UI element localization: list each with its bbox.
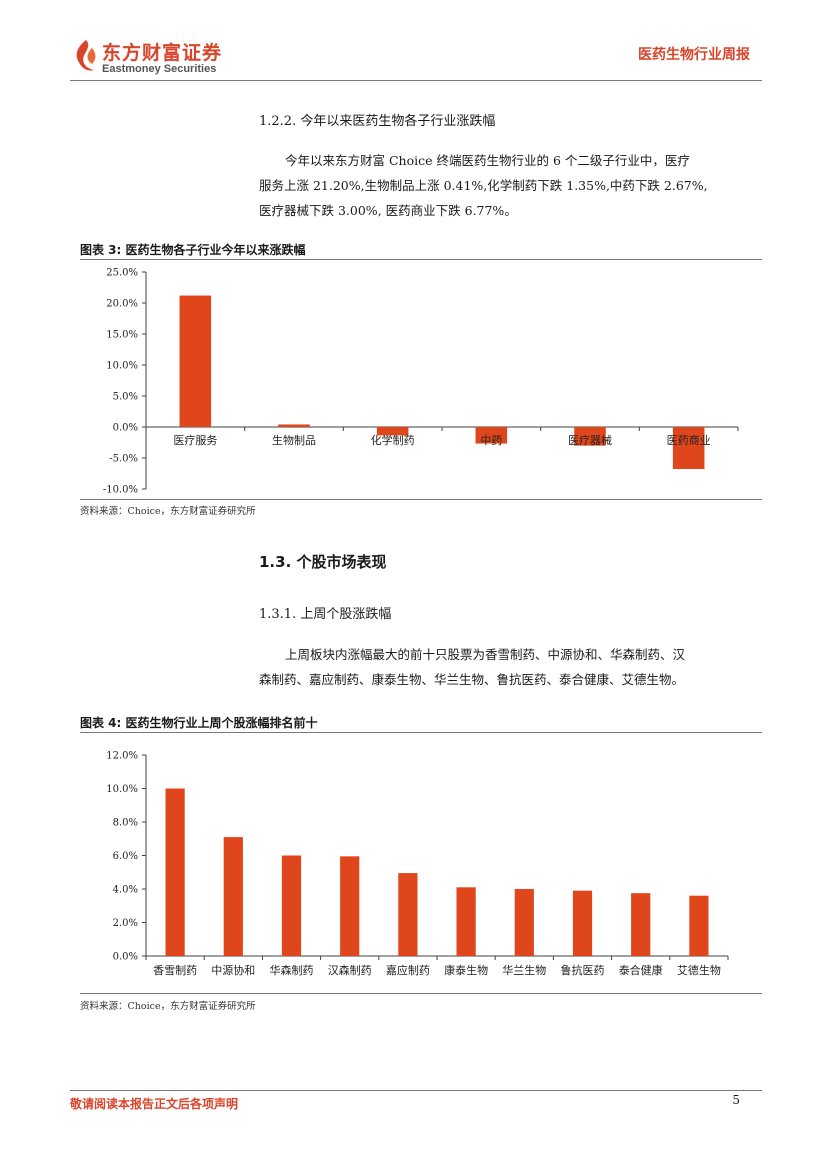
bar xyxy=(340,856,360,956)
x-category-label: 汉森制药 xyxy=(328,963,372,977)
y-tick-label: -10.0% xyxy=(103,485,138,496)
y-tick-label: 6.0% xyxy=(113,851,138,862)
bar xyxy=(475,427,508,444)
report-type-label: 医药生物行业周报 xyxy=(638,47,750,63)
bar xyxy=(514,889,534,956)
x-category-label: 嘉应制药 xyxy=(386,963,430,977)
figure-4-source: 资料来源：Choice，东方财富证券研究所 xyxy=(80,1001,256,1012)
bar xyxy=(179,295,212,427)
y-tick-label: 0.0% xyxy=(113,423,138,434)
section-1-2-2-heading: 1.2.2. 今年以来医药生物各子行业涨跌幅 xyxy=(259,114,496,129)
bar xyxy=(572,890,593,956)
y-tick-label: 25.0% xyxy=(106,268,138,279)
y-tick-label: 10.0% xyxy=(106,361,138,372)
logo-flame-icon xyxy=(76,40,96,71)
figure-3-bottom-rule xyxy=(80,499,762,500)
x-category-label: 中药 xyxy=(480,434,502,447)
figure-3-source: 资料来源：Choice，东方财富证券研究所 xyxy=(80,506,256,517)
bar xyxy=(281,855,302,956)
header-rule xyxy=(70,80,762,81)
paragraph-line: 服务上涨 21.20%,生物制品上涨 0.41%,化学制药下跌 1.35%,中药… xyxy=(259,178,708,193)
y-tick-label: 8.0% xyxy=(113,818,138,829)
paragraph-line: 上周板块内涨幅最大的前十只股票为香雪制药、中源协和、华森制药、汉 xyxy=(285,647,686,662)
x-category-label: 艾德生物 xyxy=(677,963,721,977)
paragraph-line: 今年以来东方财富 Choice 终端医药生物行业的 6 个二级子行业中，医疗 xyxy=(285,153,690,168)
footer-rule xyxy=(70,1090,762,1091)
y-tick-label: -5.0% xyxy=(109,454,138,465)
y-tick-label: 10.0% xyxy=(106,784,138,795)
figure-4-title: 图表 4: 医药生物行业上周个股涨幅排名前十 xyxy=(80,716,318,730)
bar xyxy=(376,427,409,436)
y-tick-label: 0.0% xyxy=(113,952,138,963)
x-category-label: 华森制药 xyxy=(270,963,314,977)
y-tick-label: 15.0% xyxy=(106,330,138,341)
brand-logo: 东方财富证券 Eastmoney Securities xyxy=(70,36,270,82)
figure-4-chart: 12.0% 10.0% 8.0% 6.0% 4.0% 2.0% 0.0% 香雪制药 中源协和 华森… xyxy=(106,751,729,977)
bar xyxy=(223,837,243,956)
logo-english-text: Eastmoney Securities xyxy=(102,63,217,75)
page-number: 5 xyxy=(732,1093,740,1107)
figure-3-chart: 25.0% 20.0% 15.0% 10.0% 5.0% 0.0% -5.0% -10.0% 医… xyxy=(103,268,739,496)
x-category-label: 医疗服务 xyxy=(173,433,217,447)
bar xyxy=(398,873,418,956)
x-category-label: 医药商业 xyxy=(667,433,711,447)
section-1-3-heading: 1.3. 个股市场表现 xyxy=(259,553,387,571)
x-category-label: 化学制药 xyxy=(371,433,415,447)
footer-disclaimer: 敬请阅读本报告正文后各项声明 xyxy=(70,1097,239,1111)
figure-4-bottom-rule xyxy=(80,993,762,994)
bar xyxy=(456,887,476,956)
section-1-3-1-paragraph: 上周板块内涨幅最大的前十只股票为香雪制药、中源协和、华森制药、汉 森制药、嘉应制… xyxy=(259,642,764,692)
bar xyxy=(574,427,606,446)
paragraph-line: 医疗器械下跌 3.00%, 医药商业下跌 6.77%。 xyxy=(259,203,517,218)
y-tick-label: 5.0% xyxy=(113,392,138,403)
section-1-3-1-heading: 1.3.1. 上周个股涨跌幅 xyxy=(259,607,392,622)
y-tick-label: 12.0% xyxy=(106,751,138,762)
bar xyxy=(631,893,651,956)
figure-4-top-rule xyxy=(80,732,762,733)
x-category-label: 华兰生物 xyxy=(502,963,546,977)
bar xyxy=(165,788,185,956)
x-category-label: 泰合健康 xyxy=(619,963,663,977)
x-category-label: 中源协和 xyxy=(211,963,255,977)
paragraph-line: 森制药、嘉应制药、康泰生物、华兰生物、鲁抗医药、泰合健康、艾德生物。 xyxy=(259,672,685,687)
bar xyxy=(689,895,709,956)
bar xyxy=(278,424,310,427)
x-category-label: 生物制品 xyxy=(272,433,316,447)
y-tick-label: 2.0% xyxy=(113,918,138,929)
section-1-2-2-paragraph: 今年以来东方财富 Choice 终端医药生物行业的 6 个二级子行业中，医疗 服… xyxy=(259,148,764,223)
figure-3-top-rule xyxy=(80,259,762,260)
x-category-label: 医疗器械 xyxy=(568,433,612,447)
logo-chinese-text: 东方财富证券 xyxy=(102,42,223,64)
x-category-label: 康泰生物 xyxy=(444,963,488,977)
y-tick-label: 4.0% xyxy=(113,885,138,896)
x-category-label: 鲁抗医药 xyxy=(561,963,605,977)
figure-3-title: 图表 3: 医药生物各子行业今年以来涨跌幅 xyxy=(80,243,306,257)
y-tick-label: 20.0% xyxy=(106,299,138,310)
x-category-label: 香雪制药 xyxy=(153,964,197,977)
bar xyxy=(672,427,705,469)
